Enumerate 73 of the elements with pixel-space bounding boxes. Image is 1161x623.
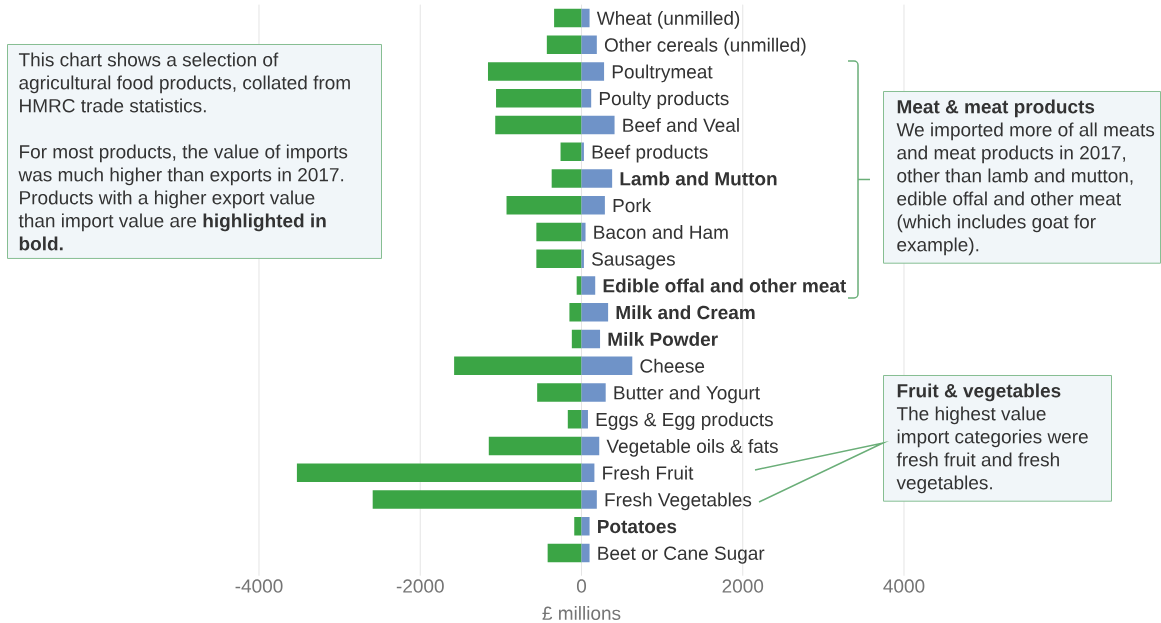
x-tick-label: 0 bbox=[576, 579, 587, 593]
x-tick-label: -4000 bbox=[235, 579, 283, 593]
bar bbox=[581, 89, 592, 108]
bar bbox=[581, 62, 605, 81]
y-tick-label: Wheat (unmilled) bbox=[596, 11, 740, 29]
bar bbox=[581, 436, 600, 456]
y-tick-label: Sausages bbox=[591, 252, 675, 270]
bar bbox=[495, 115, 582, 135]
bar bbox=[581, 463, 595, 482]
bar bbox=[581, 35, 597, 55]
y-tick-label: Eggs & Egg products bbox=[596, 412, 773, 430]
y-tick-label: Poultrymeat bbox=[612, 64, 713, 83]
bar bbox=[571, 329, 582, 349]
bar bbox=[581, 490, 597, 509]
bar bbox=[576, 276, 582, 295]
bar bbox=[581, 8, 590, 28]
annotation: Fruit & vegetables bbox=[897, 383, 1061, 402]
y-tick-label: Other cereals (unmilled) bbox=[604, 37, 806, 56]
y-tick-label: Butter and Yogurt bbox=[614, 385, 760, 404]
bar bbox=[574, 516, 582, 536]
bar bbox=[488, 436, 582, 456]
bar bbox=[560, 142, 582, 161]
annotation: Meat & meat products bbox=[897, 99, 1095, 118]
bar bbox=[581, 276, 596, 295]
bar bbox=[567, 410, 582, 429]
bar bbox=[581, 516, 590, 536]
y-tick-label: Fresh Fruit bbox=[603, 465, 694, 480]
bar bbox=[372, 490, 582, 509]
y-tick-label: Beef and Veal bbox=[623, 118, 739, 132]
bar bbox=[581, 356, 633, 375]
annotation: We imported more of all meats and meat products in 2017, other than lamb and mutton, edible offal and other meat (which includes goat for example). bbox=[896, 122, 1155, 256]
bar bbox=[454, 356, 582, 375]
y-tick-label: Lamb and Mutton bbox=[620, 171, 777, 186]
y-tick-label: Beef products bbox=[592, 144, 708, 163]
text: For most products, the value of imports was much higher than exports in 2017. Products with a higher export value than import value are highlighted in bold. bbox=[18, 144, 348, 251]
y-tick-label: Beet or Cane Sugar bbox=[598, 546, 765, 564]
bar bbox=[581, 196, 605, 215]
y-tick-label: Fresh Vegetables bbox=[605, 492, 752, 511]
y-tick-label: Milk and Cream bbox=[616, 305, 755, 320]
y-tick-label: Milk Powder bbox=[608, 332, 718, 346]
annotation: This chart shows a selection of agricultural food products, collated from HMRC trade statistics. bbox=[18, 52, 350, 113]
bar bbox=[581, 410, 588, 429]
bar bbox=[581, 543, 590, 563]
x-axis-title: £ millions bbox=[542, 606, 621, 621]
y-tick-label: Edible offal and other meat bbox=[603, 278, 847, 293]
y-tick-label: Poulty products bbox=[599, 91, 729, 109]
y-tick-label: Pork bbox=[613, 198, 652, 213]
x-tick-label: -2000 bbox=[396, 579, 444, 593]
bar bbox=[581, 115, 615, 135]
bar bbox=[536, 222, 582, 242]
bar bbox=[581, 169, 613, 188]
bar bbox=[496, 89, 582, 108]
annotation: The highest value import categories were fresh fruit and fresh vegetables. bbox=[896, 406, 1088, 494]
bar bbox=[551, 169, 582, 188]
y-tick-label: Potatoes bbox=[598, 519, 677, 534]
bar bbox=[546, 35, 582, 55]
x-tick-label: 2000 bbox=[722, 579, 764, 593]
y-tick-label: Bacon and Ham bbox=[594, 225, 728, 239]
bar bbox=[487, 62, 582, 81]
bar bbox=[536, 249, 582, 268]
bar bbox=[547, 543, 582, 563]
y-tick-label: Cheese bbox=[640, 358, 705, 373]
x-tick-label: 4000 bbox=[883, 579, 925, 593]
bar bbox=[581, 303, 609, 322]
bar bbox=[506, 196, 582, 215]
bar bbox=[581, 383, 606, 402]
bar bbox=[581, 329, 601, 349]
bar bbox=[581, 222, 586, 242]
bar bbox=[569, 303, 582, 322]
bar bbox=[296, 463, 582, 482]
bar bbox=[537, 383, 582, 402]
bar bbox=[554, 8, 582, 28]
y-tick-label: Vegetable oils & fats bbox=[606, 439, 778, 457]
